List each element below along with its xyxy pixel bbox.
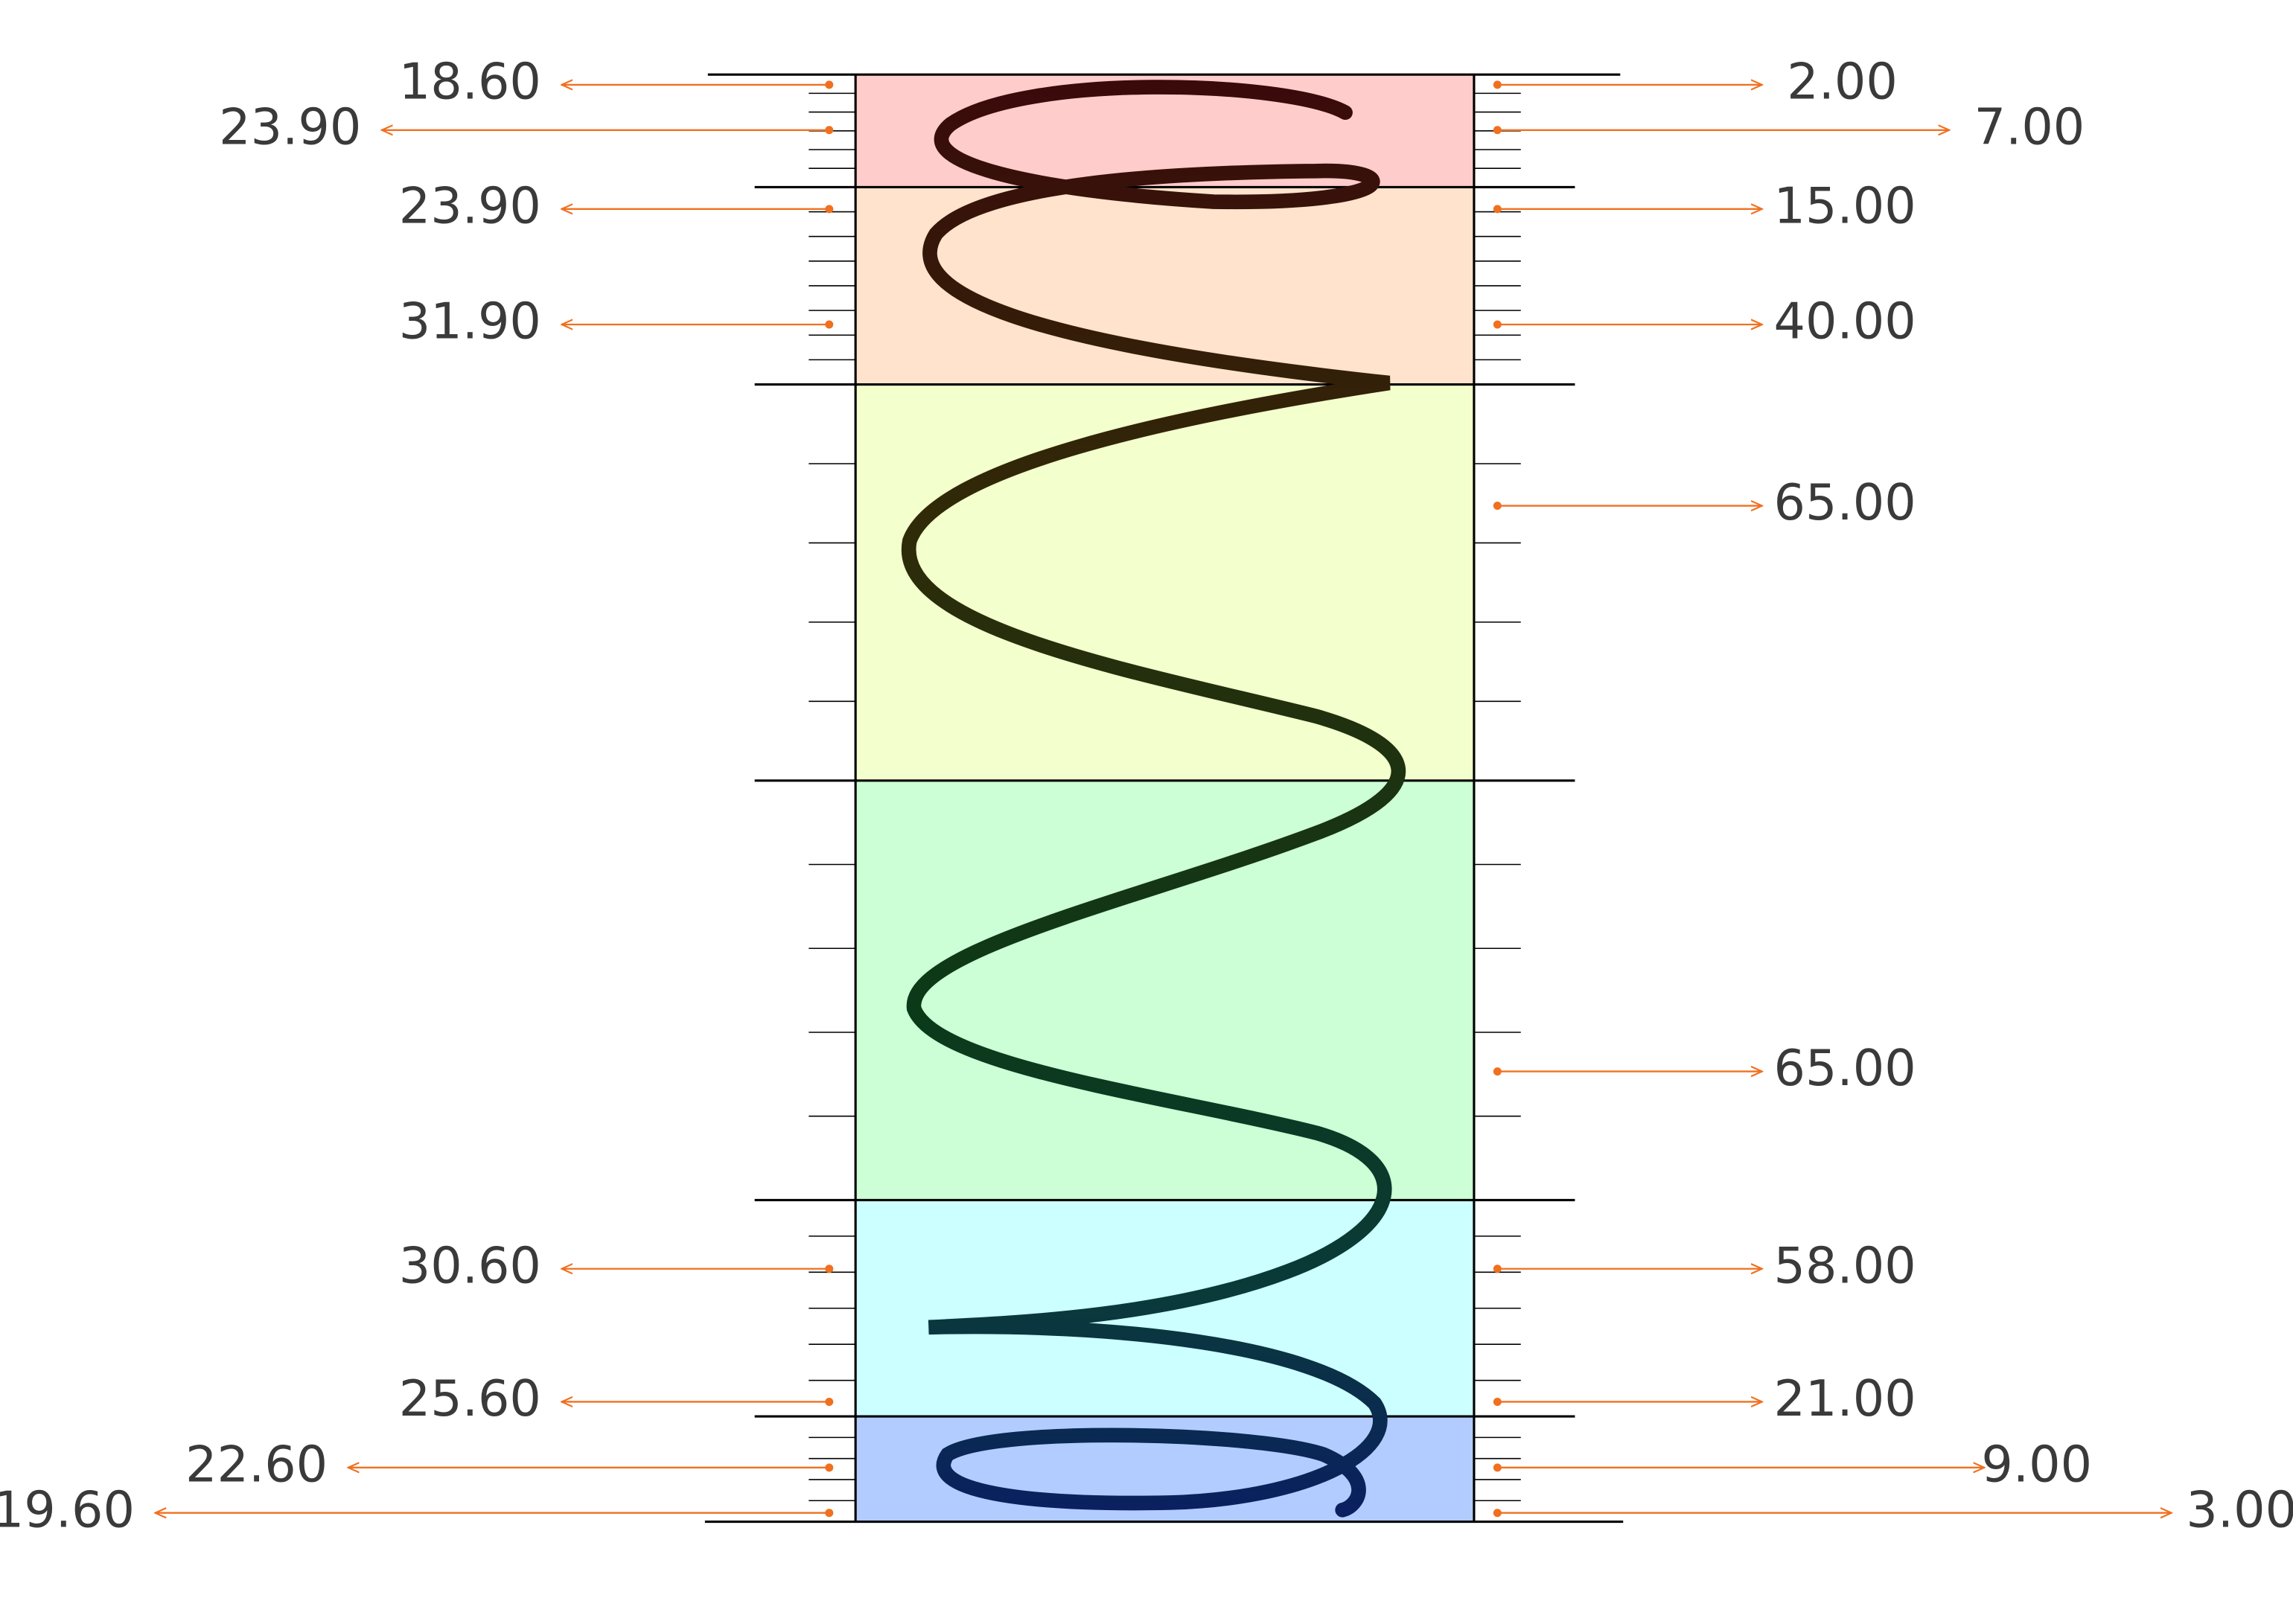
right-label: 15.00 bbox=[1774, 176, 1916, 234]
right-label: 58.00 bbox=[1774, 1236, 1916, 1294]
ticks bbox=[809, 92, 1521, 1502]
layer bbox=[855, 780, 1474, 1201]
right-label: 7.00 bbox=[1974, 97, 2085, 156]
spring bbox=[901, 80, 1406, 1518]
right-label: 65.00 bbox=[1774, 1039, 1916, 1097]
right-label: 40.00 bbox=[1774, 292, 1916, 351]
labels: 18.60 23.90 23.90 31.90 30.60 25.60 22.60 19.60… bbox=[0, 52, 2293, 1538]
right-label: 65.00 bbox=[1774, 473, 1916, 531]
right-label: 21.00 bbox=[1774, 1369, 1916, 1428]
left-label: 23.90 bbox=[219, 97, 361, 156]
left-label: 18.60 bbox=[399, 52, 541, 110]
layer bbox=[855, 384, 1474, 781]
left-label: 19.60 bbox=[0, 1480, 135, 1538]
left-label: 22.60 bbox=[185, 1435, 328, 1493]
left-label: 23.90 bbox=[399, 176, 541, 234]
right-label: 9.00 bbox=[1981, 1435, 2092, 1493]
right-label: 3.00 bbox=[2186, 1480, 2293, 1538]
left-label: 31.90 bbox=[399, 292, 541, 351]
left-label: 30.60 bbox=[399, 1236, 541, 1294]
left-label: 25.60 bbox=[399, 1369, 541, 1428]
right-label: 2.00 bbox=[1787, 52, 1898, 110]
